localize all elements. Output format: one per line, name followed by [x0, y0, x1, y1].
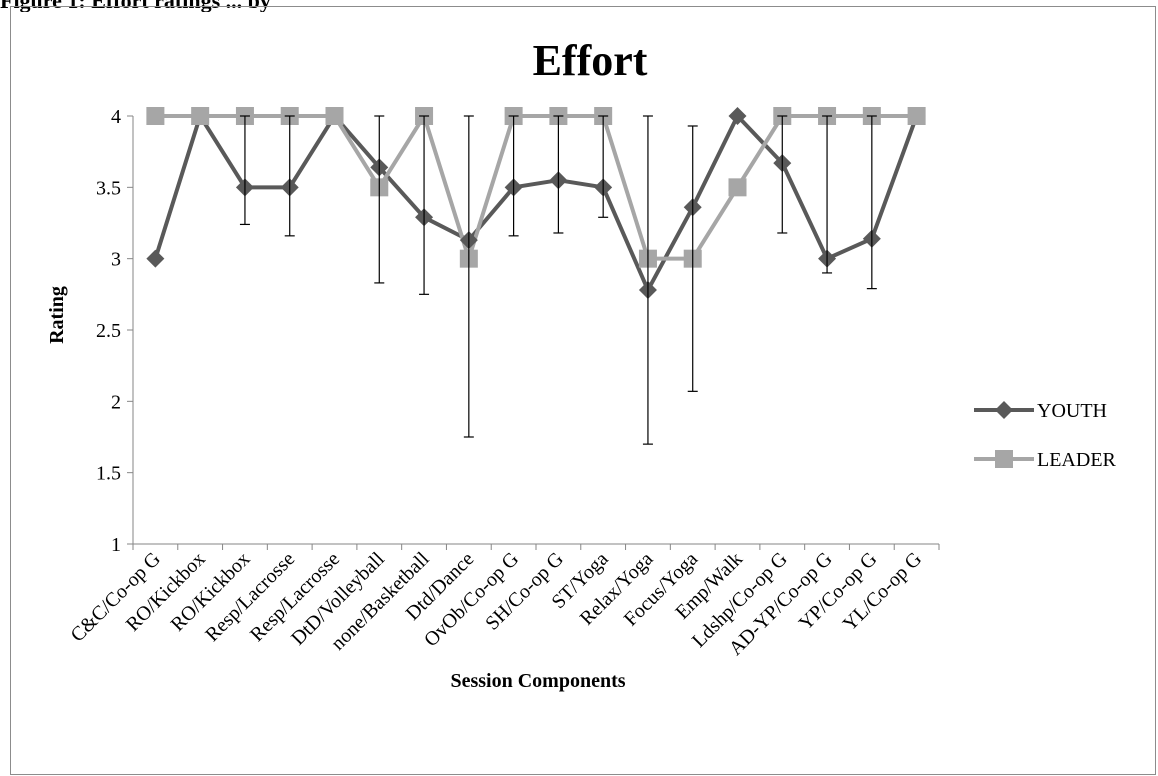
youth-point: [728, 107, 747, 125]
y-tick-label: 4: [111, 106, 121, 128]
effort-chart: Effort Session Components Rating 1 1.5 2 2.…: [46, 36, 1117, 692]
y-tick-label: 3.5: [96, 177, 121, 199]
chart-frame: Effort Session Components Rating 1 1.5 2 2.…: [10, 6, 1156, 775]
y-axis-title: Rating: [46, 286, 68, 344]
legend-leader-label: LEADER: [1037, 449, 1117, 471]
y-tick-label: 1.5: [96, 463, 121, 485]
plot-area: 11.522.533.54C&C/Co-op GRO/KickboxRO/Kic…: [66, 106, 940, 660]
chart-title: Effort: [533, 36, 648, 85]
youth-series-line: [153, 114, 919, 293]
y-tick-label: 3: [111, 249, 121, 271]
leader-point: [907, 107, 926, 125]
leader-point: [191, 107, 210, 125]
legend-youth-label: YOUTH: [1037, 400, 1107, 422]
legend-leader-marker: [995, 450, 1013, 468]
legend-youth-marker: [995, 401, 1013, 419]
y-tick-label: 2.5: [96, 320, 121, 342]
y-tick-label: 1: [111, 534, 121, 556]
leader-point: [325, 107, 344, 125]
leader-point: [728, 178, 747, 197]
legend: YOUTH LEADER: [974, 400, 1117, 471]
y-tick-label: 2: [111, 391, 121, 413]
leader-point: [146, 107, 165, 125]
youth-point: [146, 249, 165, 268]
x-axis-title: Session Components: [450, 670, 625, 692]
